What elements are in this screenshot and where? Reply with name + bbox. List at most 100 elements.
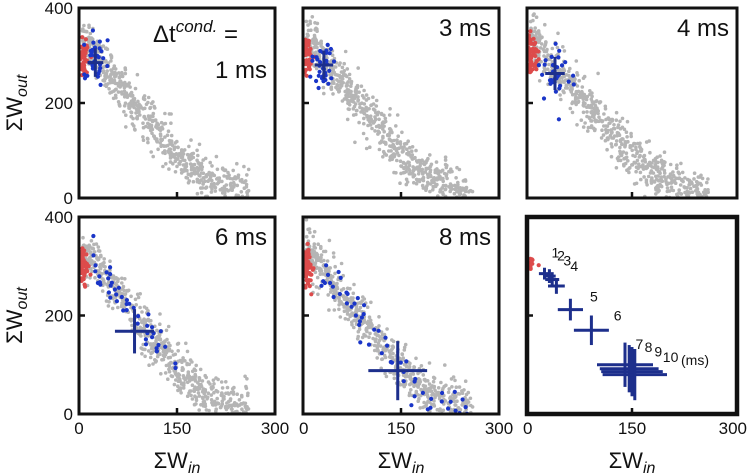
gray-point <box>621 150 626 154</box>
gray-point <box>180 360 184 365</box>
red-point <box>528 29 533 34</box>
gray-point <box>533 26 537 30</box>
gray-point <box>327 266 331 271</box>
blue-point <box>146 312 151 317</box>
gray-point <box>189 138 193 142</box>
gray-point <box>591 101 595 106</box>
gray-point <box>131 104 135 108</box>
y-axis-main: ΣW <box>2 309 27 344</box>
gray-point <box>593 107 598 112</box>
gray-point <box>356 99 360 103</box>
gray-point <box>108 91 112 95</box>
gray-point <box>407 393 412 398</box>
gray-point <box>104 84 109 89</box>
gray-point <box>182 169 186 173</box>
gray-point <box>220 386 225 390</box>
gray-point <box>209 398 214 402</box>
gray-point <box>543 22 547 27</box>
gray-point <box>130 323 134 328</box>
gray-point <box>326 293 331 297</box>
blue-point <box>308 74 313 79</box>
gray-point <box>408 145 412 150</box>
gray-point <box>417 179 422 184</box>
gray-point <box>600 119 605 123</box>
gray-point <box>188 157 192 162</box>
gray-point <box>407 160 411 165</box>
gray-point <box>411 372 416 376</box>
gray-point <box>173 170 178 174</box>
gray-point <box>337 73 342 78</box>
gray-point <box>116 305 120 310</box>
gray-point <box>361 110 366 115</box>
gray-point <box>424 166 429 171</box>
gray-point <box>408 153 412 157</box>
blue-point <box>158 329 163 334</box>
gray-point <box>365 114 370 118</box>
gray-point <box>705 189 709 194</box>
gray-point <box>677 176 682 180</box>
blue-point <box>91 40 96 45</box>
gray-point <box>629 131 633 136</box>
gray-point <box>426 387 431 391</box>
gray-point <box>141 138 146 142</box>
gray-point <box>614 166 619 170</box>
gray-point <box>245 377 249 381</box>
gray-point <box>462 388 466 392</box>
gray-point <box>100 289 105 293</box>
gray-point <box>101 44 106 48</box>
gray-point <box>215 401 220 405</box>
gray-point <box>416 172 421 176</box>
gray-point <box>425 158 429 163</box>
gray-point <box>398 382 403 387</box>
red-point <box>533 64 538 69</box>
gray-point <box>206 380 211 384</box>
gray-point <box>338 61 342 65</box>
gray-point <box>179 391 183 395</box>
blue-point <box>327 51 332 56</box>
gray-point <box>669 185 674 189</box>
blue-point <box>82 42 87 47</box>
y-axis-sub: out <box>14 287 31 310</box>
gray-point <box>425 393 430 398</box>
gray-point <box>361 131 366 136</box>
gray-point <box>88 276 92 280</box>
gray-point <box>431 379 436 384</box>
gray-point <box>154 336 158 340</box>
gray-point <box>375 343 380 348</box>
gray-point <box>135 110 139 115</box>
gray-point <box>135 72 140 77</box>
gray-point <box>377 123 381 128</box>
gray-point <box>401 160 406 165</box>
gray-point <box>575 123 579 127</box>
blue-point <box>135 321 140 326</box>
gray-point <box>404 182 409 187</box>
gray-point <box>362 88 366 93</box>
gray-point <box>191 179 196 184</box>
gray-point <box>102 79 107 83</box>
gray-point <box>188 389 192 393</box>
blue-point <box>357 322 362 327</box>
gray-point <box>118 85 122 89</box>
gray-point <box>153 106 157 110</box>
gray-point <box>176 341 181 346</box>
gray-point <box>242 164 246 169</box>
gray-point <box>347 103 352 107</box>
red-point <box>81 277 86 282</box>
blue-point <box>317 69 322 74</box>
blue-point <box>355 296 360 301</box>
gray-point <box>616 158 621 163</box>
delta-label-line1: Δtcond. = <box>153 17 238 48</box>
gray-point <box>168 160 173 164</box>
gray-point <box>210 171 214 176</box>
gray-point <box>324 267 329 272</box>
gray-point <box>328 73 332 77</box>
gray-point <box>705 180 709 185</box>
gray-point <box>544 49 549 54</box>
gray-point <box>603 138 608 143</box>
gray-point <box>342 97 347 101</box>
x-tick-label: 300 <box>261 419 289 438</box>
blue-point <box>555 74 560 79</box>
gray-point <box>670 188 674 192</box>
gray-point <box>386 133 390 137</box>
